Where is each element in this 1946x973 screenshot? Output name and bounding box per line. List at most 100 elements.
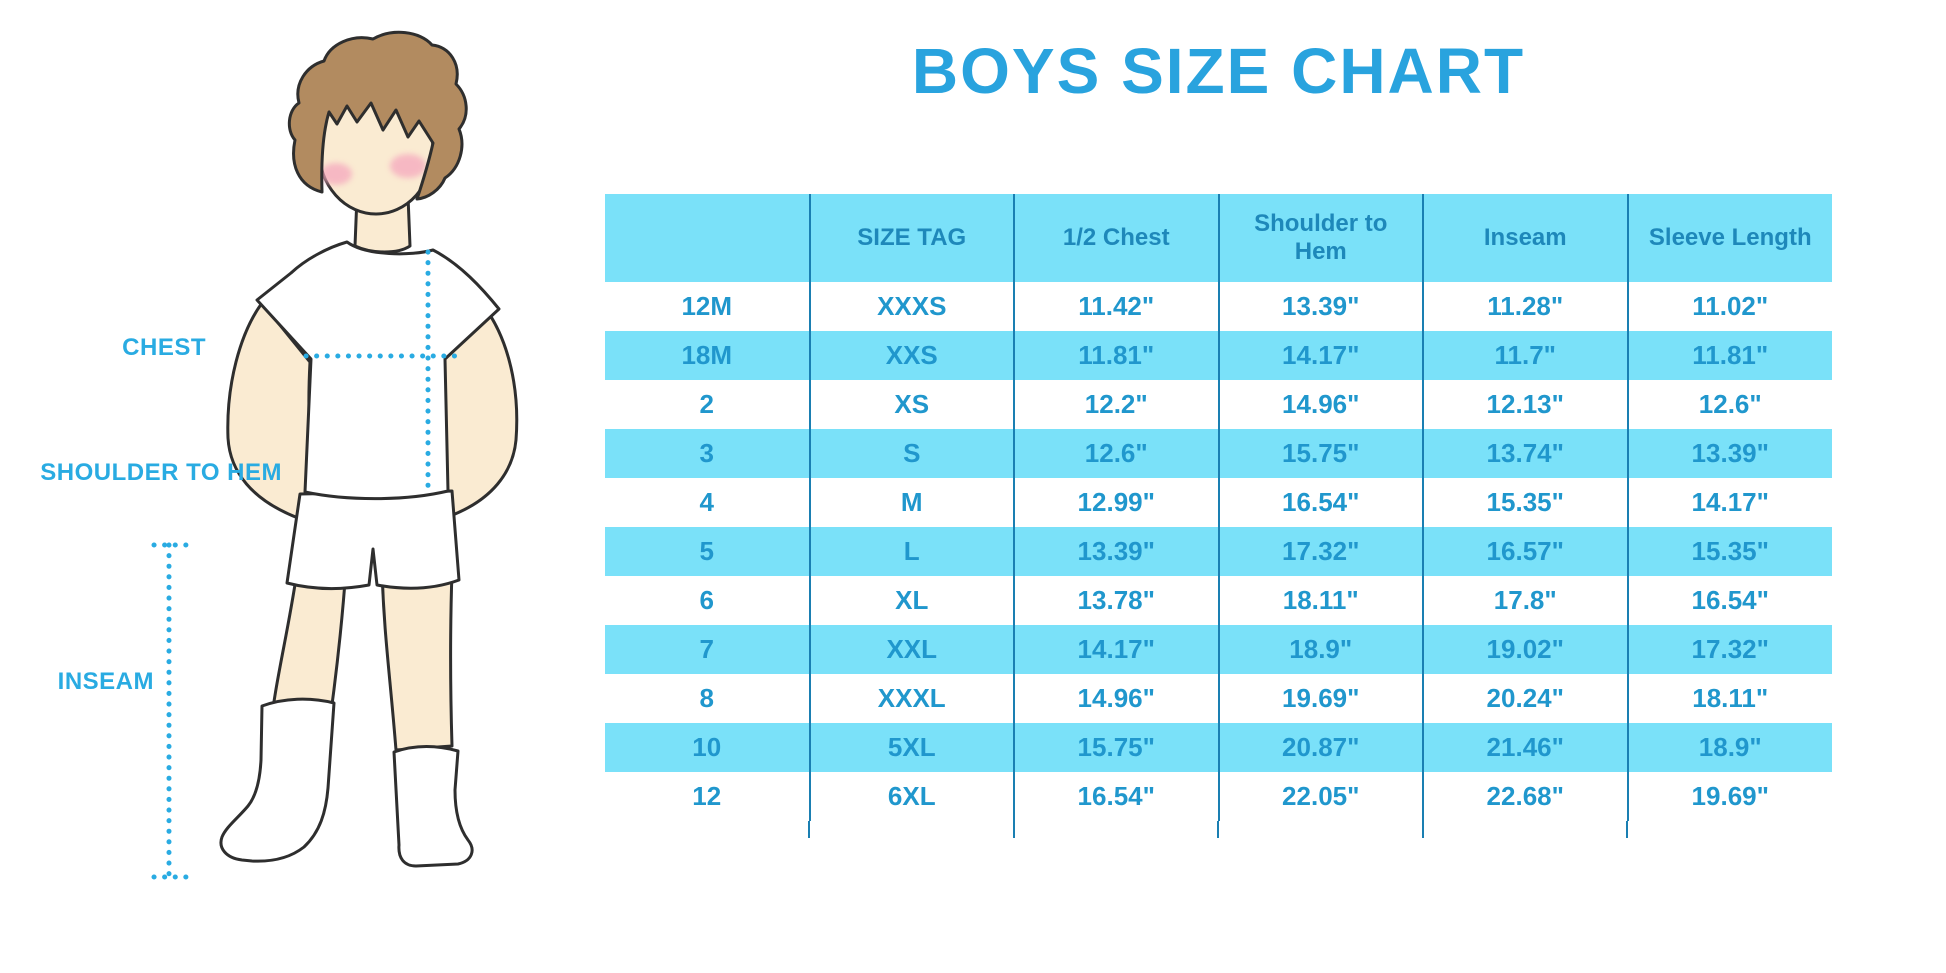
header-cell-size-tag: SIZE TAG	[808, 194, 1014, 282]
boy-shirt	[255, 240, 501, 501]
table-cell: 18.9"	[1217, 625, 1423, 674]
inseam-label: INSEAM	[57, 668, 154, 695]
table-cell: 12.99"	[1013, 478, 1219, 527]
table-cell: 18.11"	[1626, 674, 1832, 723]
table-cell: 12.6"	[1013, 429, 1219, 478]
table-cell: 18.11"	[1217, 576, 1423, 625]
table-cell: 14.17"	[1626, 478, 1832, 527]
table-cell: 13.39"	[1626, 429, 1832, 478]
table-cell: 16.57"	[1422, 527, 1628, 576]
table-cell: 11.02"	[1626, 282, 1832, 331]
table-cell: 13.78"	[1013, 576, 1219, 625]
table-cell: 13.39"	[1217, 282, 1423, 331]
table-cell: 19.02"	[1422, 625, 1628, 674]
size-table-body: 12M XXXS 11.42" 13.39" 11.28" 11.02" 18M XXS 11.…	[605, 282, 1832, 821]
table-row: 4 M 12.99" 16.54" 15.35" 14.17"	[605, 478, 1832, 527]
table-cell: 6XL	[808, 772, 1014, 821]
table-cell: 21.46"	[1422, 723, 1628, 772]
table-cell: 18.9"	[1626, 723, 1832, 772]
table-cell: 4	[699, 487, 714, 517]
table-cell: 5	[605, 527, 810, 576]
table-cell: 13.39"	[1013, 527, 1219, 576]
table-cell: 12M	[681, 291, 733, 321]
table-cell: XXXL	[808, 674, 1014, 723]
chest-label: CHEST	[122, 334, 206, 361]
table-cell: XL	[808, 576, 1014, 625]
table-cell: 14.17"	[1217, 331, 1423, 380]
table-cell: XXS	[808, 331, 1014, 380]
table-cell: 11.81"	[1013, 331, 1219, 380]
table-cell: 18M	[605, 331, 810, 380]
table-row: 3 S 12.6" 15.75" 13.74" 13.39"	[605, 429, 1832, 478]
table-column-line-stub	[1422, 821, 1424, 838]
table-cell: 13.74"	[1422, 429, 1628, 478]
table-cell: 14.96"	[1217, 380, 1423, 429]
header-row: SIZE TAG 1/2 Chest Shoulder to Hem Insea…	[605, 194, 1832, 282]
boy-blush-left	[320, 163, 352, 185]
table-cell: 16.54"	[1217, 478, 1423, 527]
boy-right-sock	[392, 745, 474, 868]
table-cell: 3	[605, 429, 810, 478]
table-cell: 19.69"	[1626, 772, 1832, 821]
table-cell: 5XL	[808, 723, 1014, 772]
measurement-figure	[0, 0, 560, 973]
table-cell: 20.87"	[1217, 723, 1423, 772]
table-cell: 14.17"	[1013, 625, 1219, 674]
table-cell: 16.54"	[1013, 772, 1219, 821]
boy-shorts	[285, 489, 461, 590]
table-cell: 6	[699, 585, 714, 615]
shoulder-to-hem-label: SHOULDER TO HEM	[40, 459, 282, 486]
header-cell-shoulder-to-hem: Shoulder to Hem	[1217, 194, 1423, 282]
table-cell: 10	[605, 723, 810, 772]
table-cell: 7	[605, 625, 810, 674]
table-cell: 16.54"	[1626, 576, 1832, 625]
boy-hair	[287, 30, 468, 201]
page-title: BOYS SIZE CHART	[911, 35, 1526, 107]
table-cell: 11.28"	[1422, 282, 1628, 331]
table-row: 7 XXL 14.17" 18.9" 19.02" 17.32"	[605, 625, 1832, 674]
table-row: 5 L 13.39" 17.32" 16.57" 15.35"	[605, 527, 1832, 576]
table-row: 10 5XL 15.75" 20.87" 21.46" 18.9"	[605, 723, 1832, 772]
table-column-line-stub	[808, 821, 810, 838]
header-cell-half-chest: 1/2 Chest	[1013, 194, 1219, 282]
table-cell: 12	[692, 781, 722, 811]
table-column-line-stub	[1217, 821, 1219, 838]
boy-blush-right	[390, 154, 426, 178]
table-cell: 15.75"	[1013, 723, 1219, 772]
header-cell-size	[605, 194, 810, 282]
header-cell-inseam: Inseam	[1422, 194, 1628, 282]
table-cell: L	[808, 527, 1014, 576]
header-cell-sleeve-length: Sleeve Length	[1626, 194, 1832, 282]
size-table-header: SIZE TAG 1/2 Chest Shoulder to Hem Insea…	[605, 194, 1832, 282]
table-cell: 19.69"	[1217, 674, 1423, 723]
table-cell: XXL	[808, 625, 1014, 674]
table-cell: 14.96"	[1013, 674, 1219, 723]
table-cell: 11.7"	[1422, 331, 1628, 380]
table-cell: XS	[808, 380, 1014, 429]
boy-left-sock	[219, 697, 336, 863]
table-cell: 17.8"	[1422, 576, 1628, 625]
size-table: SIZE TAG 1/2 Chest Shoulder to Hem Insea…	[605, 194, 1832, 821]
table-cell: 12.6"	[1626, 380, 1832, 429]
boy-right-leg	[380, 568, 454, 752]
table-row: 8 XXXL 14.96" 19.69" 20.24" 18.11"	[605, 674, 1832, 723]
table-cell: 22.68"	[1422, 772, 1628, 821]
table-cell: 17.32"	[1626, 625, 1832, 674]
table-cell: S	[808, 429, 1014, 478]
table-cell: 11.81"	[1626, 331, 1832, 380]
table-cell: 12.2"	[1013, 380, 1219, 429]
table-row: 12M XXXS 11.42" 13.39" 11.28" 11.02"	[605, 282, 1832, 331]
table-cell: 15.35"	[1626, 527, 1832, 576]
table-cell: 15.75"	[1217, 429, 1423, 478]
boy-figure-illustration	[151, 30, 519, 880]
table-row: 6 XL 13.78" 18.11" 17.8" 16.54"	[605, 576, 1832, 625]
table-row: 2 XS 12.2" 14.96" 12.13" 12.6"	[605, 380, 1832, 429]
table-cell: 15.35"	[1422, 478, 1628, 527]
table-cell: XXXS	[808, 282, 1014, 331]
table-row: 12 6XL 16.54" 22.05" 22.68" 19.69"	[605, 772, 1832, 821]
table-cell: 22.05"	[1217, 772, 1423, 821]
table-cell: 8	[699, 683, 714, 713]
table-column-line-stub	[1626, 821, 1628, 838]
table-row: 18M XXS 11.81" 14.17" 11.7" 11.81"	[605, 331, 1832, 380]
